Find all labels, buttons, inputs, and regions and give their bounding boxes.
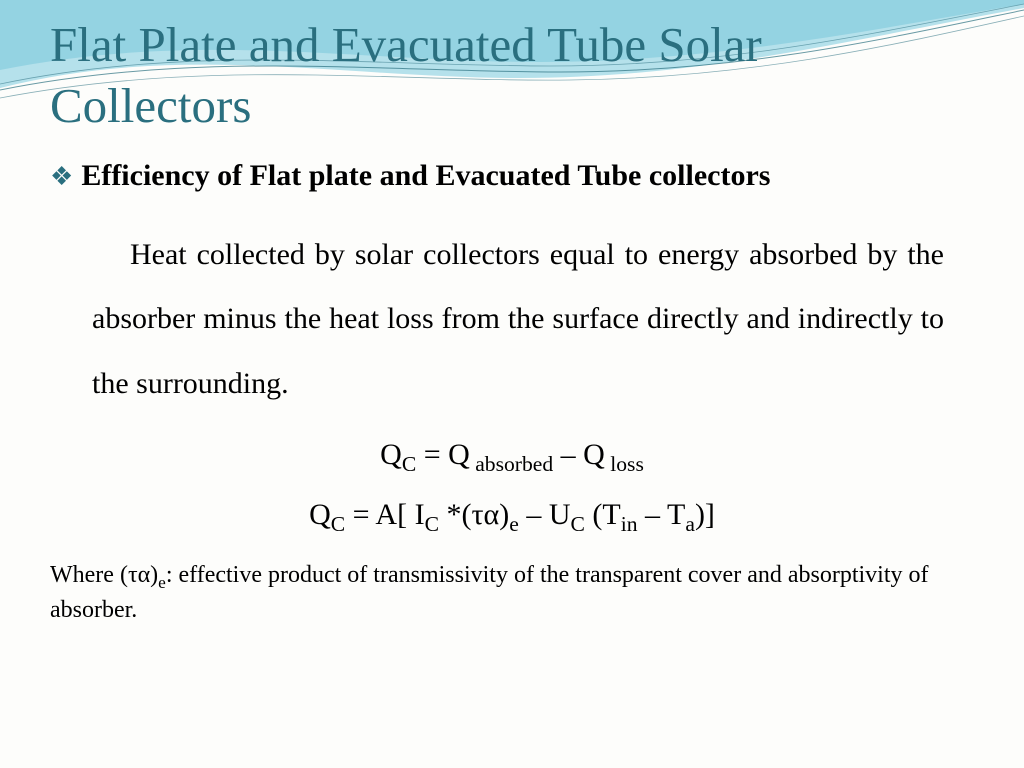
eq1-t2-base: Q xyxy=(583,438,605,471)
eq2-eq: = A[ xyxy=(345,498,414,531)
body-paragraph: Heat collected by solar collectors equal… xyxy=(50,223,974,417)
eq2-lhs-sub: C xyxy=(331,512,345,536)
eq1-lhs-base: Q xyxy=(380,438,402,471)
eq1-t1-base: Q xyxy=(448,438,470,471)
eq2-sp: ( xyxy=(585,498,603,531)
slide-content: Flat Plate and Evacuated Tube Solar Coll… xyxy=(0,0,1024,648)
diamond-bullet-icon: ❖ xyxy=(50,161,73,192)
bullet-row: ❖ Efficiency of Flat plate and Evacuated… xyxy=(50,159,974,193)
eq2-ta2-base: T xyxy=(667,498,685,531)
eq2-lhs-base: Q xyxy=(309,498,331,531)
formula-2: QC = A[ IC *(τα)e – UC (Tin – Ta)] xyxy=(50,498,974,532)
eq2-times: * xyxy=(439,498,462,531)
eq2-ta-sub: e xyxy=(509,512,519,536)
eq2-u-base: U xyxy=(549,498,571,531)
eq1-op2: – xyxy=(553,438,583,471)
eq1-op1: = xyxy=(416,438,448,471)
slide-title: Flat Plate and Evacuated Tube Solar Coll… xyxy=(50,14,974,137)
where-definition: Where (τα)e: effective product of transm… xyxy=(50,558,974,628)
eq2-i-sub: C xyxy=(425,512,439,536)
eq1-t2-sub: loss xyxy=(605,452,644,476)
eq2-minus2: – xyxy=(638,498,667,531)
eq2-i-base: I xyxy=(415,498,425,531)
eq1-t1-sub: absorbed xyxy=(470,452,553,476)
eq2-tin-base: T xyxy=(602,498,620,531)
eq2-ta2-sub: a xyxy=(685,512,695,536)
eq2-ta-open: (τα) xyxy=(461,498,509,531)
where-prefix: Where (τα) xyxy=(50,562,158,588)
where-suffix: : effective product of transmissivity of… xyxy=(50,562,929,623)
eq2-tin-sub: in xyxy=(621,512,638,536)
eq1-lhs-sub: C xyxy=(402,452,416,476)
eq2-minus: – xyxy=(519,498,549,531)
eq2-close: )] xyxy=(695,498,715,531)
where-sub: e xyxy=(158,573,166,592)
bullet-heading: Efficiency of Flat plate and Evacuated T… xyxy=(81,159,770,193)
eq2-u-sub: C xyxy=(571,512,585,536)
formula-1: QC = Q absorbed – Q loss xyxy=(50,438,974,472)
